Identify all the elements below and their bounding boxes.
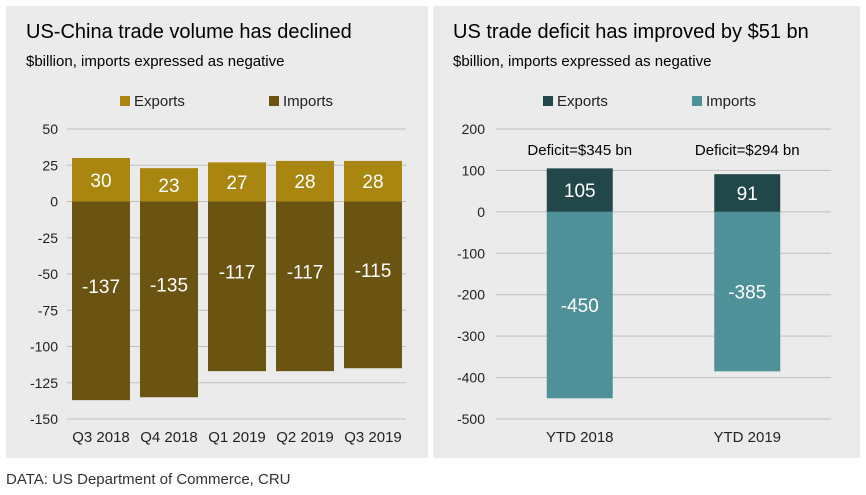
data-label: -115 bbox=[355, 261, 392, 282]
y-tick-label: -100 bbox=[30, 339, 58, 355]
bar-exports bbox=[546, 168, 613, 212]
y-tick-label: 200 bbox=[462, 121, 486, 137]
x-tick-label: Q4 2018 bbox=[140, 429, 198, 446]
data-source-footer: DATA: US Department of Commerce, CRU bbox=[6, 471, 291, 488]
legend-swatch bbox=[692, 96, 702, 106]
legend-label: Imports bbox=[706, 93, 756, 110]
bar-exports bbox=[140, 168, 198, 202]
bar-imports bbox=[276, 201, 334, 372]
y-tick-label: -50 bbox=[38, 266, 58, 282]
data-label: -450 bbox=[561, 296, 599, 317]
bar-imports bbox=[546, 211, 613, 399]
legend-label: Exports bbox=[134, 93, 185, 110]
bar-imports bbox=[140, 201, 198, 398]
legend-label: Exports bbox=[557, 93, 608, 110]
x-tick-label: Q3 2019 bbox=[344, 429, 402, 446]
chart-panel-trade-volume: US-China trade volume has declined $bill… bbox=[6, 6, 428, 458]
data-label: 105 bbox=[564, 181, 596, 202]
chart-title: US-China trade volume has declined bbox=[26, 21, 352, 43]
bar-exports bbox=[276, 160, 334, 202]
bar-imports bbox=[208, 201, 266, 372]
chart-panel-trade-deficit: US trade deficit has improved by $51 bn … bbox=[433, 6, 860, 458]
data-label: -135 bbox=[150, 275, 188, 296]
y-tick-label: 0 bbox=[50, 194, 58, 210]
bar-exports bbox=[208, 162, 266, 202]
x-tick-label: Q1 2019 bbox=[208, 429, 266, 446]
x-tick-label: YTD 2018 bbox=[546, 429, 614, 446]
x-tick-label: Q2 2019 bbox=[276, 429, 334, 446]
y-tick-label: 25 bbox=[42, 157, 58, 173]
legend-swatch bbox=[543, 96, 553, 106]
data-label: 91 bbox=[737, 184, 758, 205]
y-tick-label: 50 bbox=[42, 121, 58, 137]
legend-swatch bbox=[269, 96, 279, 106]
data-label: -385 bbox=[728, 283, 766, 304]
data-label: -117 bbox=[219, 262, 256, 283]
data-label: -137 bbox=[82, 277, 120, 298]
trade-volume-chart: 50 25 0 -25 -50 -75 -100 -125 -150 Exports Imports… bbox=[30, 93, 406, 446]
bar-imports bbox=[72, 201, 130, 401]
y-tick-label: -100 bbox=[457, 245, 485, 261]
y-tick-label: -75 bbox=[38, 302, 58, 318]
data-label: 28 bbox=[362, 172, 383, 193]
x-tick-label: YTD 2019 bbox=[713, 429, 781, 446]
y-tick-label: 100 bbox=[462, 162, 486, 178]
bar-exports bbox=[344, 160, 402, 202]
data-label: 30 bbox=[90, 171, 111, 192]
chart-title: US trade deficit has improved by $51 bn bbox=[453, 21, 809, 43]
deficit-annotation: Deficit=$294 bn bbox=[695, 142, 800, 159]
bar-imports bbox=[344, 201, 402, 369]
chart-subtitle: $billion, imports expressed as negative bbox=[26, 53, 285, 70]
y-tick-label: -200 bbox=[457, 287, 485, 303]
trade-deficit-chart: 200 100 0 -100 -200 -300 -400 -500 Exports Import… bbox=[457, 93, 831, 446]
y-tick-label: -500 bbox=[457, 411, 485, 427]
deficit-annotation: Deficit=$345 bn bbox=[527, 142, 632, 159]
y-tick-label: -25 bbox=[38, 230, 58, 246]
bar-exports bbox=[72, 158, 130, 202]
bar-exports bbox=[714, 174, 781, 212]
data-label: 23 bbox=[158, 176, 179, 197]
chart-subtitle: $billion, imports expressed as negative bbox=[453, 53, 712, 70]
legend-swatch bbox=[120, 96, 130, 106]
data-label: 27 bbox=[226, 173, 247, 194]
y-tick-label: -400 bbox=[457, 370, 485, 386]
legend-label: Imports bbox=[283, 93, 333, 110]
y-tick-label: 0 bbox=[477, 204, 485, 220]
bar-imports bbox=[714, 211, 781, 372]
x-tick-label: Q3 2018 bbox=[72, 429, 130, 446]
y-tick-label: -300 bbox=[457, 328, 485, 344]
data-label: -117 bbox=[287, 262, 324, 283]
y-tick-label: -150 bbox=[30, 411, 58, 427]
y-tick-label: -125 bbox=[30, 375, 58, 391]
data-label: 28 bbox=[294, 172, 315, 193]
